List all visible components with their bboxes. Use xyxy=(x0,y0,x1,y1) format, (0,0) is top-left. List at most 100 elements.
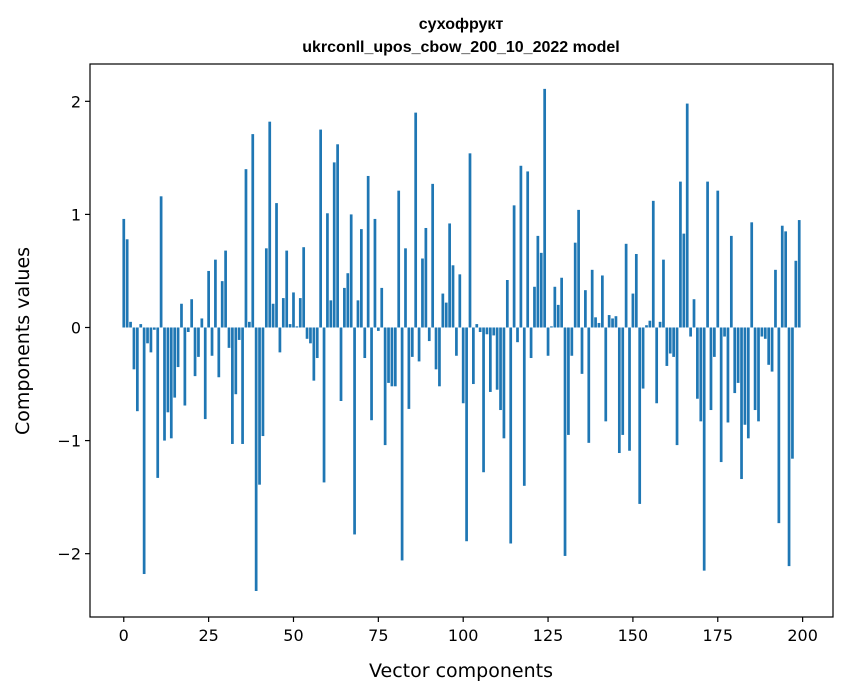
bar-component-61 xyxy=(329,300,333,328)
bar-component-116 xyxy=(516,327,519,343)
bar-component-175 xyxy=(716,190,720,328)
bar-component-28 xyxy=(217,327,221,378)
bar-component-103 xyxy=(472,327,475,385)
bar-component-25 xyxy=(207,270,210,328)
bar-component-159 xyxy=(662,259,665,328)
bar-component-4 xyxy=(135,327,139,412)
bar-component-24 xyxy=(203,327,207,420)
bar-component-161 xyxy=(668,327,672,354)
bar-component-101 xyxy=(465,327,468,542)
bar-component-47 xyxy=(281,298,285,328)
bar-component-153 xyxy=(641,327,645,389)
bar-component-13 xyxy=(166,327,170,413)
bar-component-106 xyxy=(482,327,485,473)
bar-component-177 xyxy=(723,327,726,337)
bar-component-3 xyxy=(132,327,136,370)
bar-component-29 xyxy=(220,281,224,328)
bar-component-112 xyxy=(502,327,506,439)
bar-component-0 xyxy=(122,218,126,328)
bar-component-178 xyxy=(726,327,730,423)
bar-component-74 xyxy=(373,218,377,328)
bar-component-165 xyxy=(682,233,686,328)
bar-component-80 xyxy=(393,327,397,387)
x-tick-label: 100 xyxy=(448,626,479,645)
bar-component-126 xyxy=(550,326,553,328)
bar-component-144 xyxy=(611,318,614,328)
bar-component-179 xyxy=(729,235,733,328)
bar-component-135 xyxy=(580,327,584,374)
bar-component-134 xyxy=(577,209,580,328)
bar-component-59 xyxy=(322,327,326,483)
bar-component-64 xyxy=(339,327,343,401)
bar-component-104 xyxy=(475,324,479,328)
bar-component-131 xyxy=(567,327,570,435)
bar-component-69 xyxy=(356,300,360,328)
bar-component-107 xyxy=(485,327,489,335)
bar-component-44 xyxy=(271,303,275,328)
x-tick-label: 125 xyxy=(533,626,564,645)
bar-component-57 xyxy=(315,327,319,359)
bar-component-46 xyxy=(278,327,282,353)
bar-component-164 xyxy=(679,181,682,328)
bar-component-118 xyxy=(522,327,526,486)
bar-component-141 xyxy=(601,275,604,328)
y-tick-label: 2 xyxy=(71,92,81,111)
bar-component-38 xyxy=(251,134,255,328)
bar-component-176 xyxy=(719,327,723,463)
bar-component-88 xyxy=(421,258,424,328)
bar-component-72 xyxy=(366,175,370,328)
bar-component-55 xyxy=(309,327,312,344)
bar-component-49 xyxy=(288,324,292,328)
bar-component-133 xyxy=(573,242,577,328)
bar-component-196 xyxy=(787,327,791,567)
bar-component-119 xyxy=(526,171,530,328)
bar-component-45 xyxy=(275,203,278,328)
bar-component-99 xyxy=(458,274,462,328)
bar-component-199 xyxy=(797,220,801,328)
bar-component-17 xyxy=(180,303,183,328)
x-tick-label: 25 xyxy=(198,626,218,645)
bar-component-2 xyxy=(129,321,132,328)
bar-component-149 xyxy=(628,327,631,451)
bar-component-34 xyxy=(237,327,241,340)
bar-component-194 xyxy=(780,225,784,328)
bar-component-75 xyxy=(376,327,380,331)
bar-component-10 xyxy=(156,327,160,478)
bar-component-198 xyxy=(794,260,798,328)
y-axis-label: Components values xyxy=(12,247,34,435)
bar-component-20 xyxy=(190,299,194,328)
bar-component-54 xyxy=(305,327,309,339)
bar-component-16 xyxy=(176,327,180,368)
bar-component-62 xyxy=(332,162,336,328)
bar-component-79 xyxy=(390,327,394,387)
x-axis-ticks: 0 25 50 75 100 125 150 175 200 xyxy=(119,617,818,645)
bar-component-110 xyxy=(495,327,499,390)
bar-component-122 xyxy=(536,235,540,328)
bar-component-66 xyxy=(346,273,350,328)
bar-component-195 xyxy=(784,231,788,328)
bar-component-77 xyxy=(383,327,387,446)
chart-subtitle: ukrconll_upos_cbow_200_10_2022 model xyxy=(302,39,619,56)
bar-component-111 xyxy=(499,327,502,411)
bar-component-41 xyxy=(261,327,265,437)
bar-component-95 xyxy=(444,302,448,328)
bar-component-92 xyxy=(434,327,438,370)
bar-component-169 xyxy=(696,327,699,399)
x-tick-label: 175 xyxy=(702,626,733,645)
bar-component-83 xyxy=(404,248,407,328)
bar-component-120 xyxy=(529,327,533,359)
bar-component-12 xyxy=(163,327,166,441)
bar-component-154 xyxy=(645,325,648,328)
bar-component-167 xyxy=(689,327,692,337)
x-tick-label: 75 xyxy=(368,626,388,645)
bar-component-6 xyxy=(142,327,146,575)
bar-component-9 xyxy=(152,327,156,330)
bar-component-193 xyxy=(777,327,781,524)
bar-series xyxy=(122,88,801,591)
bar-component-19 xyxy=(186,327,190,333)
bar-component-48 xyxy=(285,250,289,328)
bar-component-50 xyxy=(292,292,295,328)
bar-component-160 xyxy=(665,327,669,366)
bar-component-63 xyxy=(336,144,339,328)
